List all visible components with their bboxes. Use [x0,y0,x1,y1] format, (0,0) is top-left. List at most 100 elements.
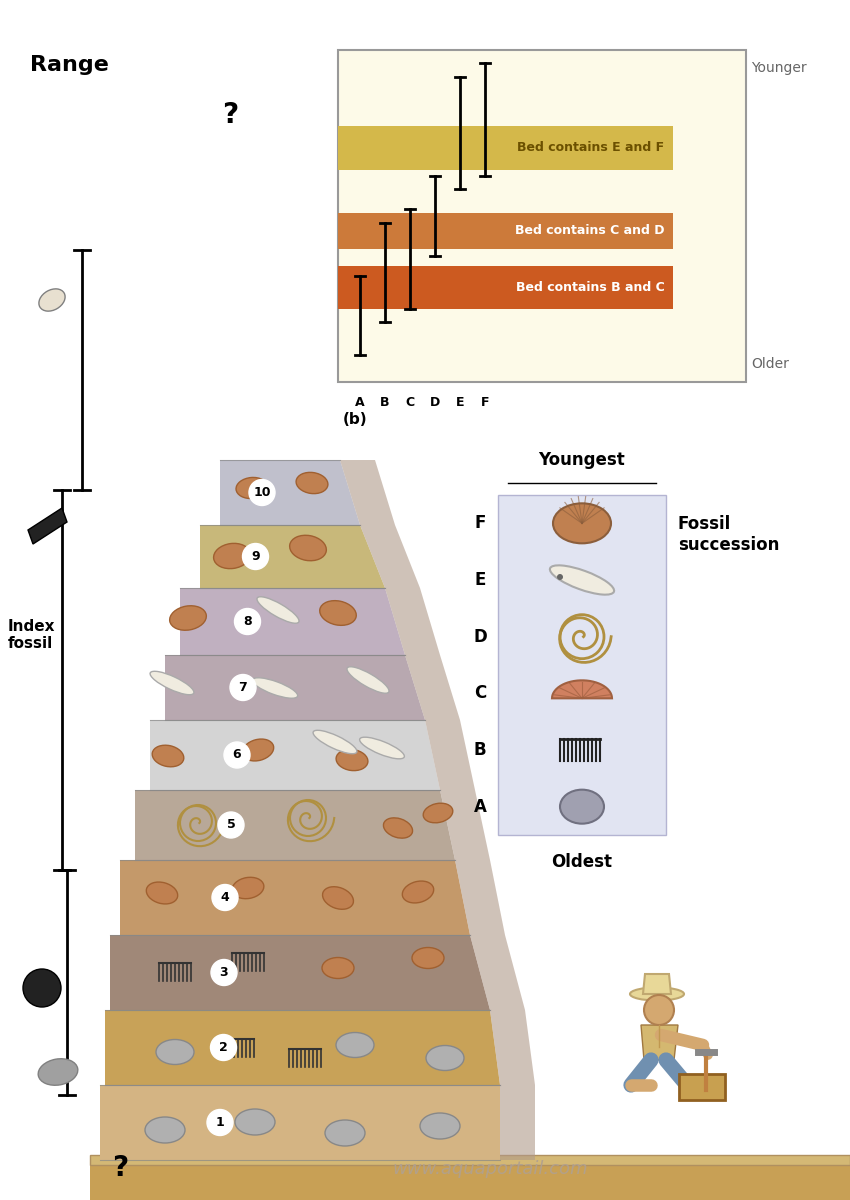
Circle shape [230,674,256,701]
Polygon shape [200,526,385,588]
Polygon shape [180,588,405,655]
Ellipse shape [336,749,368,770]
FancyBboxPatch shape [338,126,672,169]
Polygon shape [120,860,470,935]
Circle shape [644,995,674,1025]
Polygon shape [470,935,525,1010]
Ellipse shape [145,1117,185,1142]
Text: A: A [473,798,486,816]
Text: A: A [355,396,365,409]
Text: C: C [405,396,415,409]
Ellipse shape [150,671,194,695]
Ellipse shape [420,1114,460,1139]
Text: Bed contains E and F: Bed contains E and F [518,142,665,155]
Ellipse shape [360,737,405,758]
Circle shape [218,812,244,838]
Text: ?: ? [112,1154,128,1182]
Text: B: B [473,740,486,758]
Polygon shape [90,1154,850,1165]
Ellipse shape [38,1058,78,1085]
Text: D: D [430,396,440,409]
Text: Older: Older [751,358,789,371]
Polygon shape [28,508,67,544]
Text: 10: 10 [253,486,271,499]
Polygon shape [90,1160,850,1200]
Text: 7: 7 [239,680,247,694]
Polygon shape [360,526,420,588]
Polygon shape [643,974,671,994]
Text: Fossil
succession: Fossil succession [678,515,779,553]
Ellipse shape [242,739,274,761]
Ellipse shape [560,790,604,823]
Ellipse shape [320,601,356,625]
Text: F: F [474,515,485,533]
Ellipse shape [550,565,614,595]
Text: 2: 2 [219,1040,228,1054]
Text: 5: 5 [227,818,235,832]
Polygon shape [105,1010,500,1085]
Circle shape [557,574,563,580]
Ellipse shape [553,503,611,544]
Text: ?: ? [222,101,238,128]
Ellipse shape [252,678,298,698]
Polygon shape [110,935,490,1010]
Text: Bed contains B and C: Bed contains B and C [516,281,665,294]
Ellipse shape [232,877,264,899]
Ellipse shape [235,1109,275,1135]
Polygon shape [340,460,395,526]
Text: F: F [481,396,490,409]
Circle shape [212,884,238,911]
Ellipse shape [426,1045,464,1070]
Ellipse shape [257,596,299,623]
Text: E: E [474,571,485,589]
Circle shape [211,1034,236,1061]
Circle shape [23,970,61,1007]
Polygon shape [100,1085,500,1160]
Ellipse shape [290,535,326,560]
Text: 3: 3 [219,966,229,979]
Polygon shape [135,790,455,860]
Polygon shape [490,1010,535,1085]
Text: Youngest: Youngest [539,451,626,469]
Polygon shape [385,588,440,655]
Ellipse shape [213,544,251,569]
Text: B: B [380,396,390,409]
Circle shape [249,480,275,505]
Ellipse shape [39,289,65,311]
Ellipse shape [423,803,453,823]
Text: Range: Range [30,55,109,74]
Ellipse shape [402,881,434,902]
Circle shape [224,742,250,768]
Circle shape [242,544,269,570]
FancyBboxPatch shape [498,494,666,835]
Polygon shape [641,1025,678,1060]
Ellipse shape [322,958,354,978]
Polygon shape [405,655,460,720]
Polygon shape [425,720,475,790]
Polygon shape [500,1085,535,1160]
Polygon shape [552,680,612,698]
FancyBboxPatch shape [338,266,672,308]
Text: Oldest: Oldest [552,853,613,871]
Circle shape [211,960,237,985]
Ellipse shape [170,606,207,630]
Ellipse shape [412,948,444,968]
Text: www.aquaportail.com: www.aquaportail.com [392,1160,587,1178]
FancyBboxPatch shape [338,50,746,382]
Ellipse shape [313,731,357,754]
Text: 1: 1 [216,1116,224,1129]
Ellipse shape [146,882,178,904]
Ellipse shape [325,1120,365,1146]
Text: C: C [473,684,486,702]
Ellipse shape [296,473,328,493]
Text: 4: 4 [221,890,230,904]
Ellipse shape [630,988,684,1001]
Polygon shape [440,790,490,860]
Text: 8: 8 [243,614,252,628]
Ellipse shape [336,1032,374,1057]
Polygon shape [150,720,440,790]
Ellipse shape [383,818,412,838]
Text: (b): (b) [343,412,367,427]
Text: Younger: Younger [751,61,807,74]
Ellipse shape [322,887,354,910]
